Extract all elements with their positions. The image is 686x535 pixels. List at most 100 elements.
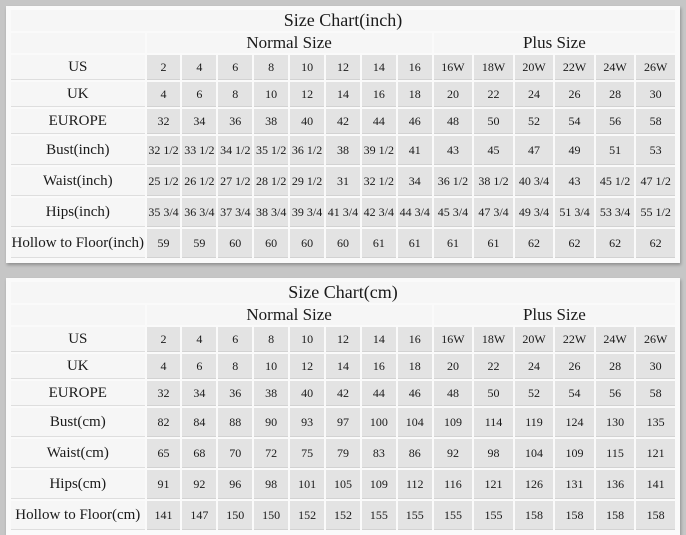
size-value-cell: 136 (595, 470, 635, 499)
size-value-cell: 58 (636, 381, 675, 406)
size-value-cell: 10 (290, 327, 325, 352)
size-value-cell: 28 (595, 354, 635, 379)
size-value-cell: 30 (636, 82, 675, 107)
size-value-cell: 38 (326, 136, 360, 165)
size-value-cell: 39 1/2 (361, 136, 396, 165)
size-value-cell: 49 3/4 (514, 198, 554, 227)
size-value-cell: 155 (361, 501, 396, 530)
size-chart-inch-card: Size Chart(inch) Normal Size Plus Size US 2 4… (6, 6, 680, 263)
size-value-cell: 55 1/2 (636, 198, 675, 227)
size-value-cell: 62 (555, 229, 594, 258)
size-value-cell: 150 (218, 501, 253, 530)
size-value-cell: 24 (514, 82, 554, 107)
size-value-cell: 158 (514, 501, 554, 530)
size-value-cell: 10 (290, 55, 325, 80)
size-value-cell: 29 1/2 (290, 167, 325, 196)
size-value-cell: 97 (326, 408, 360, 437)
table-row: Bust(inch) 32 1/2 33 1/2 34 1/2 35 1/2 36 1/2… (11, 136, 675, 165)
table-row: US 2 4 6 8 10 12 14 16 16W 18W 20W 22W 24W 26W (11, 55, 675, 80)
size-value-cell: 101 (290, 470, 325, 499)
size-value-cell: 104 (397, 408, 432, 437)
size-value-cell: 112 (397, 470, 432, 499)
size-value-cell: 41 (397, 136, 432, 165)
size-value-cell: 42 3/4 (361, 198, 396, 227)
size-value-cell: 46 (397, 109, 432, 134)
size-value-cell: 36 (218, 381, 253, 406)
row-label: Waist(inch) (11, 167, 145, 196)
size-value-cell: 16 (361, 354, 396, 379)
size-value-cell: 41 3/4 (326, 198, 360, 227)
size-value-cell: 60 (218, 229, 253, 258)
size-chart-table: Size Chart(inch) Normal Size Plus Size US 2 4… (9, 8, 677, 260)
size-value-cell: 26 1/2 (182, 167, 217, 196)
row-label: Hips(inch) (11, 198, 145, 227)
size-value-cell: 12 (290, 354, 325, 379)
size-value-cell: 8 (254, 327, 289, 352)
size-value-cell: 135 (636, 408, 675, 437)
size-value-cell: 14 (326, 82, 360, 107)
table-row: US 2 4 6 8 10 12 14 16 16W 18W 20W 22W 24W 26W (11, 327, 675, 352)
size-value-cell: 49 (555, 136, 594, 165)
size-value-cell: 30 (636, 354, 675, 379)
size-value-cell: 38 (254, 109, 289, 134)
size-value-cell: 12 (290, 82, 325, 107)
row-label: UK (11, 354, 145, 379)
size-value-cell: 40 (290, 109, 325, 134)
table-row: UK 4 6 8 10 12 14 16 18 20 22 24 26 28 30 (11, 354, 675, 379)
size-value-cell: 32 1/2 (146, 136, 181, 165)
size-value-cell: 61 (361, 229, 396, 258)
size-value-cell: 16W (433, 327, 473, 352)
size-value-cell: 147 (182, 501, 217, 530)
size-value-cell: 24W (595, 327, 635, 352)
size-value-cell: 50 (474, 381, 513, 406)
size-value-cell: 25 1/2 (146, 167, 181, 196)
row-label: EUROPE (11, 381, 145, 406)
size-value-cell: 20W (514, 55, 554, 80)
size-value-cell: 61 (433, 229, 473, 258)
table-title: Size Chart(inch) (11, 10, 675, 31)
size-chart-cm-card: Size Chart(cm) Normal Size Plus Size US 2 4 6 8… (6, 278, 680, 535)
size-value-cell: 16 (361, 82, 396, 107)
size-value-cell: 52 (514, 109, 554, 134)
size-value-cell: 116 (433, 470, 473, 499)
size-value-cell: 84 (182, 408, 217, 437)
size-value-cell: 42 (326, 381, 360, 406)
size-value-cell: 18 (397, 354, 432, 379)
title-row: Size Chart(cm) (11, 282, 675, 303)
size-value-cell: 92 (433, 439, 473, 468)
size-value-cell: 158 (595, 501, 635, 530)
size-value-cell: 158 (636, 501, 675, 530)
size-value-cell: 38 3/4 (254, 198, 289, 227)
size-value-cell: 39 3/4 (290, 198, 325, 227)
row-label: UK (11, 82, 145, 107)
group-header-plus-size: Plus Size (433, 305, 675, 325)
table-row: Hips(inch) 35 3/4 36 3/4 37 3/4 38 3/4 39 3/4… (11, 198, 675, 227)
size-value-cell: 18W (474, 55, 513, 80)
size-value-cell: 47 3/4 (474, 198, 513, 227)
size-value-cell: 4 (146, 82, 181, 107)
size-value-cell: 93 (290, 408, 325, 437)
size-value-cell: 32 1/2 (361, 167, 396, 196)
size-value-cell: 53 3/4 (595, 198, 635, 227)
size-value-cell: 68 (182, 439, 217, 468)
size-value-cell: 72 (254, 439, 289, 468)
size-value-cell: 121 (636, 439, 675, 468)
size-value-cell: 53 (636, 136, 675, 165)
size-value-cell: 88 (218, 408, 253, 437)
size-value-cell: 121 (474, 470, 513, 499)
size-value-cell: 45 (474, 136, 513, 165)
size-value-cell: 40 (290, 381, 325, 406)
size-value-cell: 98 (254, 470, 289, 499)
group-header-row: Normal Size Plus Size (11, 33, 675, 53)
size-value-cell: 130 (595, 408, 635, 437)
size-value-cell: 114 (474, 408, 513, 437)
group-header-normal-size: Normal Size (146, 33, 432, 53)
size-value-cell: 43 (555, 167, 594, 196)
size-value-cell: 38 1/2 (474, 167, 513, 196)
size-value-cell: 34 (182, 381, 217, 406)
row-label: Hips(cm) (11, 470, 145, 499)
size-value-cell: 150 (254, 501, 289, 530)
size-value-cell: 104 (514, 439, 554, 468)
row-label: Hollow to Floor(inch) (11, 229, 145, 258)
size-value-cell: 60 (290, 229, 325, 258)
